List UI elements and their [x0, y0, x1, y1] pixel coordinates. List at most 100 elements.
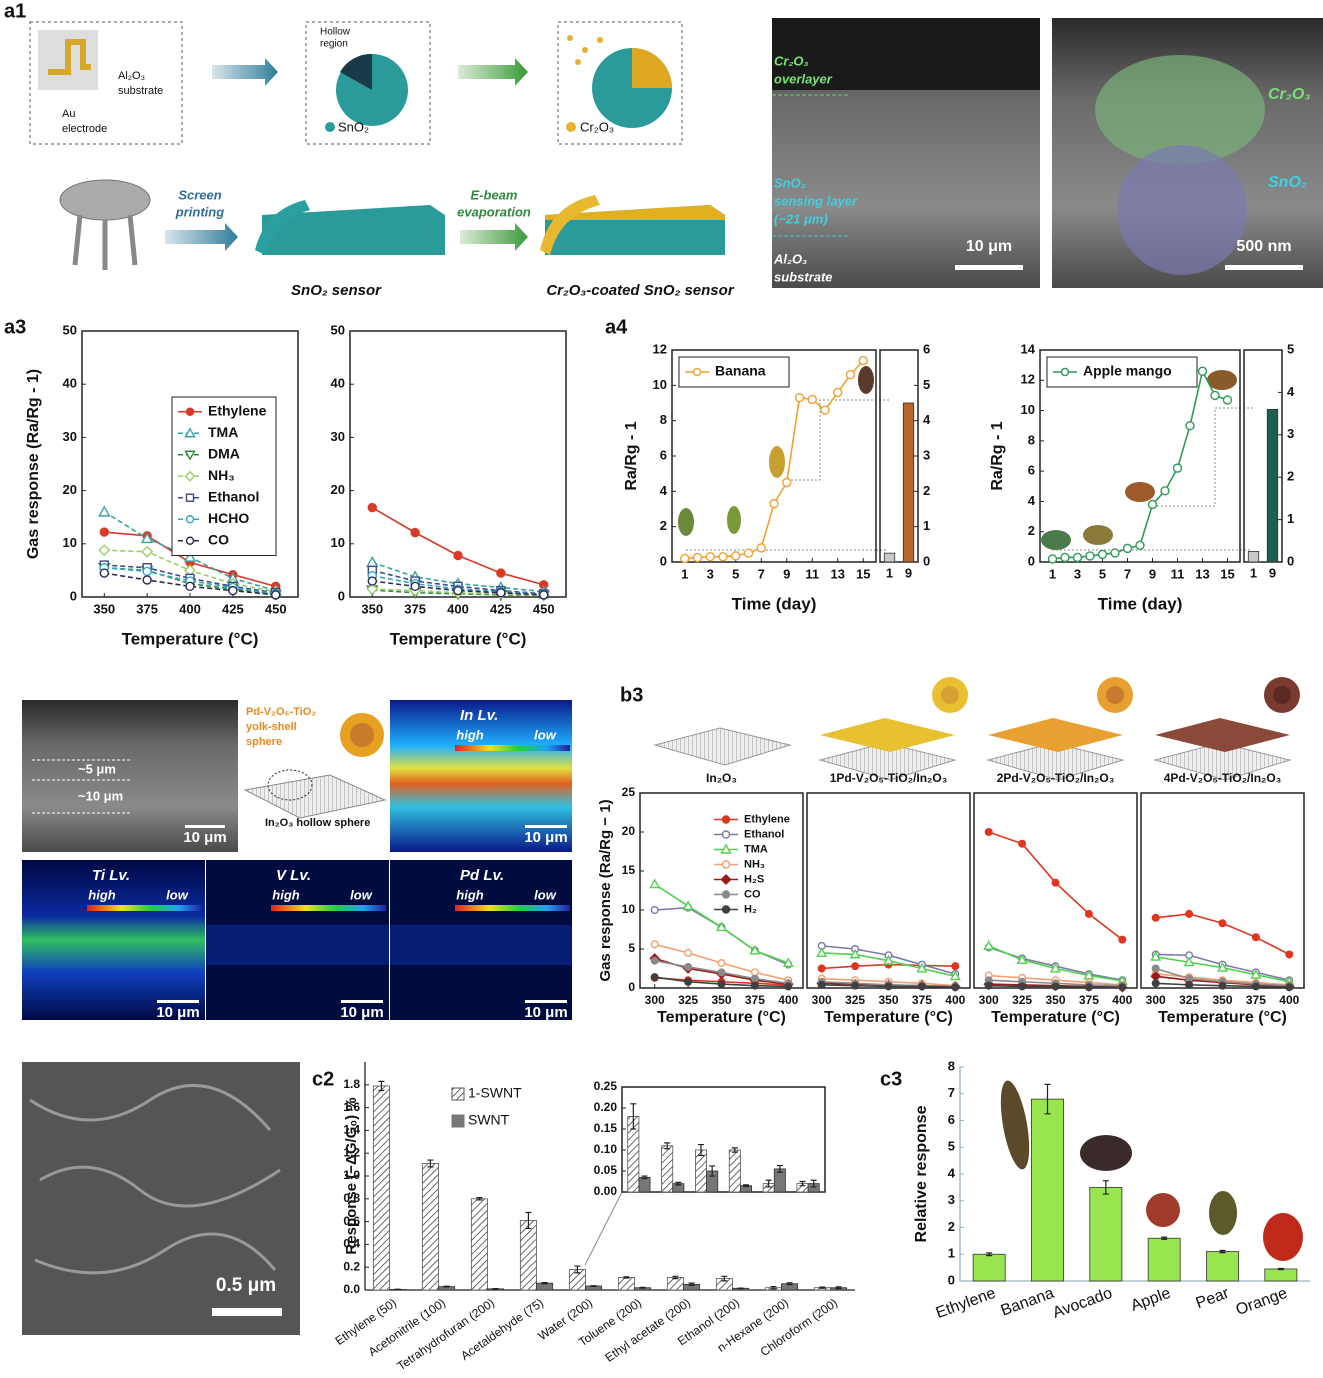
- error-bar: [623, 1276, 630, 1279]
- marker: [496, 588, 506, 598]
- chart-title: 2Pd-V₂O₅-TiO₂/In₂O₃: [997, 771, 1115, 785]
- step-label: evaporation: [457, 204, 531, 219]
- marker: [649, 878, 661, 889]
- marker: [1160, 486, 1170, 496]
- annotation: SnO₂: [338, 119, 369, 134]
- marker: [684, 977, 693, 986]
- overlay: [1095, 55, 1265, 165]
- bar: [617, 1277, 635, 1291]
- overlay: [1117, 145, 1247, 275]
- error-bar: [641, 1175, 648, 1180]
- marker: [1172, 463, 1183, 473]
- marker: [884, 982, 893, 991]
- marker: [367, 502, 377, 513]
- marker: [807, 394, 817, 405]
- annotation: Pd-V₂O₅-TiO₂: [246, 706, 316, 718]
- marker: [684, 962, 693, 971]
- x-tick-label: 3: [707, 566, 714, 581]
- x-axis-label: Temperature (°C): [390, 629, 527, 648]
- marker: [1151, 979, 1160, 988]
- error-bar: [443, 1285, 450, 1288]
- y-tick-label: 12: [1021, 372, 1035, 387]
- chart-title: 1Pd-V₂O₅-TiO₂/In₂O₃: [830, 771, 948, 785]
- color-scale: [455, 745, 570, 751]
- marker: [1060, 552, 1070, 563]
- legend-marker: [184, 470, 196, 482]
- x-tick-label: 300: [812, 993, 832, 1007]
- series-line: [372, 574, 544, 596]
- scale-bar: [185, 825, 225, 828]
- error-bar: [1161, 1236, 1168, 1240]
- series-line: [1052, 368, 1228, 560]
- marker: [1210, 390, 1220, 401]
- plot-frame: [621, 1086, 826, 1193]
- scale-bar: [955, 265, 1023, 270]
- error-bar: [574, 1265, 581, 1274]
- eds-map: [206, 925, 389, 965]
- y-tick-label: 20: [622, 824, 636, 838]
- map-high: high: [88, 887, 115, 902]
- y-tick-label: 1.0: [343, 1168, 360, 1182]
- texture: [29, 1084, 281, 1275]
- annotation: (~21 μm): [774, 211, 828, 226]
- marker: [984, 981, 993, 990]
- y-tick-label: 20: [63, 482, 77, 497]
- error-bar: [776, 1164, 783, 1173]
- scale-bar: [1225, 265, 1303, 270]
- y-axis-label: Gas response (Ra/Rg − 1): [597, 799, 614, 981]
- error-bar: [525, 1211, 532, 1230]
- y-tick-label: 10: [63, 535, 77, 550]
- y-tick-label: 2: [948, 1219, 955, 1234]
- legend-label: H₂: [744, 903, 757, 915]
- panel-label: b3: [620, 684, 643, 706]
- x-tick-label: 350: [93, 601, 115, 616]
- x-tick-label: 5: [1099, 566, 1106, 581]
- marker: [1218, 981, 1227, 990]
- marker: [684, 948, 693, 957]
- y-tick-label: 8: [1028, 432, 1035, 447]
- y-tick-label: 5: [923, 377, 930, 392]
- x-axis-label: Temperature (°C): [991, 1009, 1120, 1026]
- marker: [366, 583, 379, 596]
- y-tick-label: 12: [653, 341, 667, 356]
- marker: [833, 387, 843, 398]
- marker: [650, 956, 659, 965]
- map-high: high: [272, 887, 299, 902]
- x-tick-label: 375: [912, 993, 932, 1007]
- marker: [1285, 950, 1294, 959]
- error-bar: [664, 1142, 671, 1150]
- series-line: [372, 588, 544, 597]
- x-tick-label: 400: [1279, 993, 1299, 1007]
- y-tick-label: 4: [1287, 384, 1295, 399]
- legend-label: Ethanol: [744, 828, 784, 840]
- x-tick-label: 1: [1049, 566, 1056, 581]
- panel-label: c2: [312, 1068, 334, 1090]
- x-tick-label: 11: [1171, 566, 1185, 581]
- error-bar: [731, 1147, 738, 1153]
- error-bar: [541, 1281, 548, 1285]
- bar: [1266, 408, 1279, 563]
- x-tick-label: Orange: [1234, 1285, 1290, 1319]
- map-title: In Lv.: [460, 707, 498, 724]
- map-title: Ti Lv.: [92, 867, 130, 884]
- marker: [984, 828, 993, 837]
- marker: [1097, 549, 1108, 560]
- scale-label: 500 nm: [1236, 238, 1291, 255]
- marker: [142, 575, 152, 585]
- x-tick-label: 7: [1124, 566, 1131, 581]
- bar: [372, 1085, 390, 1291]
- y-tick-label: 40: [331, 376, 345, 391]
- error-bar: [810, 1179, 817, 1188]
- marker: [717, 959, 726, 968]
- schematic-a1: [29, 21, 725, 270]
- error-bar: [688, 1282, 695, 1287]
- scale-label: 10 μm: [340, 1004, 383, 1021]
- x-tick-label: 350: [711, 993, 731, 1007]
- legend-marker: [721, 830, 731, 839]
- x-tick-label: 375: [404, 601, 426, 616]
- marker: [845, 370, 856, 380]
- marker: [271, 590, 281, 600]
- y-tick-label: 14: [1021, 341, 1036, 356]
- marker: [1151, 964, 1160, 973]
- bar: [666, 1277, 684, 1291]
